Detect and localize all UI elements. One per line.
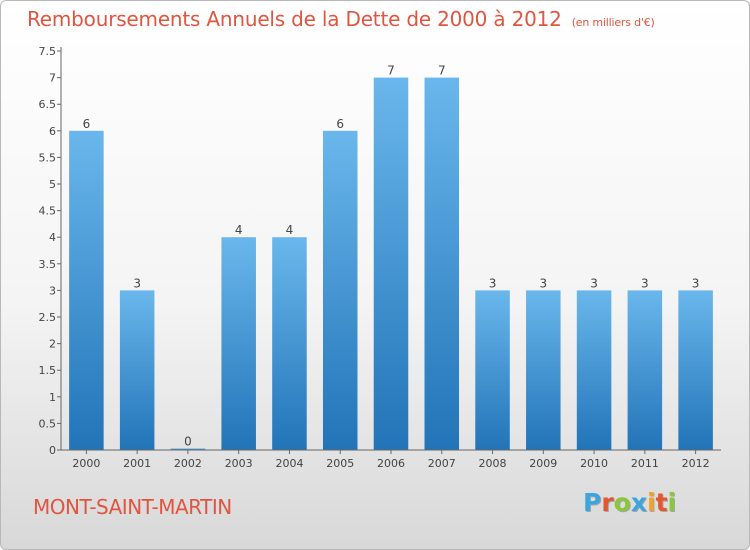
data-label-2010: 3: [590, 276, 598, 290]
bar-2004: [272, 237, 307, 450]
chart-title-text: Remboursements Annuels de la Dette de 20…: [27, 7, 562, 31]
bars: 6 3 0 4 4 6 7 7 3 3 3 3 3: [69, 64, 713, 451]
y-tick-label: 1.5: [39, 364, 57, 377]
y-tick-label: 6.5: [39, 98, 57, 111]
bar-2008: [475, 290, 510, 450]
y-tick-label: 6: [49, 125, 56, 138]
x-tick-label-2012: 2012: [682, 457, 710, 470]
x-tick-label-2003: 2003: [225, 457, 253, 470]
x-tick-label-2002: 2002: [174, 457, 202, 470]
x-tick-label-2007: 2007: [428, 457, 456, 470]
y-tick-label: 2: [49, 338, 56, 351]
data-label-2006: 7: [387, 64, 395, 78]
data-label-2000: 6: [83, 117, 91, 131]
x-tick-label-2005: 2005: [326, 457, 354, 470]
logo-letter: t: [655, 488, 668, 517]
data-label-2012: 3: [692, 276, 700, 290]
y-tick-label: 4.5: [39, 205, 57, 218]
commune-name: MONT-SAINT-MARTIN: [33, 495, 232, 519]
bar-2012: [678, 290, 713, 450]
y-tick-label: 3.5: [39, 258, 57, 271]
x-tick-label-2011: 2011: [631, 457, 659, 470]
x-tick-label-2008: 2008: [479, 457, 507, 470]
y-axis: 0 0.5 1 1.5 2 2.5 3 3.5 4 4.5 5 5.5 6 6.5 7 7.5: [39, 45, 62, 457]
logo-letter: x: [630, 488, 647, 517]
y-tick-label: 4: [49, 231, 56, 244]
x-tick-label-2001: 2001: [123, 457, 151, 470]
logo-letter: r: [601, 488, 614, 517]
logo-letter: o: [613, 488, 631, 517]
chart-title: Remboursements Annuels de la Dette de 20…: [27, 7, 655, 31]
x-tick-label-2009: 2009: [529, 457, 557, 470]
bar-2010: [576, 290, 612, 450]
bar-2011: [627, 290, 663, 450]
data-label-2011: 3: [641, 276, 649, 290]
bar-2006: [373, 77, 409, 450]
data-label-2001: 3: [133, 276, 141, 290]
bar-2007: [424, 77, 460, 450]
data-label-2004: 4: [286, 223, 294, 237]
bar-2001: [119, 290, 155, 450]
data-label-2009: 3: [539, 276, 547, 290]
data-label-2003: 4: [235, 223, 243, 237]
data-label-2002: 0: [184, 435, 192, 449]
chart-unit: (en milliers d'€): [571, 16, 655, 29]
y-tick-label: 2.5: [39, 311, 57, 324]
y-tick-label: 3: [49, 284, 56, 297]
data-label-2005: 6: [336, 117, 344, 131]
y-tick-label: 5: [49, 178, 56, 191]
x-axis: 2000 2001 2002 2003 2004 2005 2006 2007 2008 2009…: [61, 449, 721, 470]
bar-2000: [69, 130, 104, 451]
x-tick-label-2006: 2006: [377, 457, 405, 470]
data-label-2008: 3: [489, 276, 497, 290]
y-tick-label: 7: [49, 72, 56, 85]
proxiti-logo: Proxiti: [583, 488, 693, 517]
bar-2003: [221, 237, 256, 450]
logo-letter: P: [583, 488, 602, 517]
y-tick-label: 1: [49, 391, 56, 404]
logo-letter: i: [647, 488, 656, 517]
bar-2009: [526, 290, 561, 450]
bar-2005: [322, 130, 358, 451]
x-tick-label-2010: 2010: [580, 457, 608, 470]
y-tick-label: 7.5: [39, 45, 57, 58]
logo-letter: i: [667, 488, 677, 517]
x-tick-label-2000: 2000: [72, 457, 100, 470]
bar-2002: [170, 448, 206, 450]
data-label-2007: 7: [438, 64, 446, 78]
y-tick-label: 0: [49, 444, 56, 457]
x-tick-label-2004: 2004: [275, 457, 303, 470]
y-tick-label: 5.5: [39, 151, 57, 164]
y-tick-label: 0.5: [39, 417, 57, 430]
